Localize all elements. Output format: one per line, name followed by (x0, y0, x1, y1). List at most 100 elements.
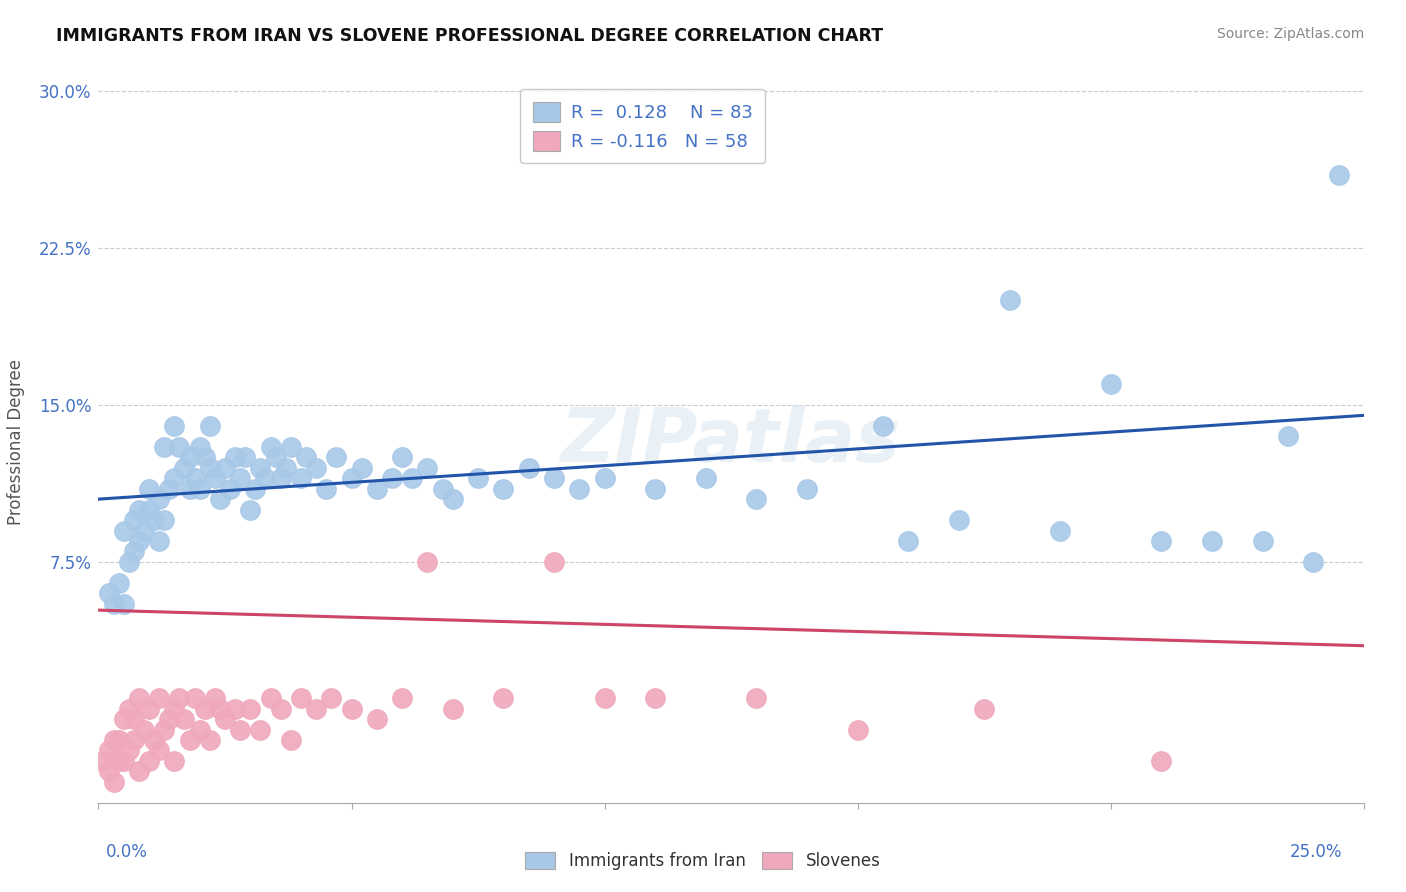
Point (492, 482, 515, 496)
Point (143, 733, 166, 747)
Point (183, 691, 205, 706)
Point (416, 555, 439, 569)
Point (122, 513, 145, 527)
Point (543, 471, 565, 485)
Point (340, 471, 363, 485)
Point (169, 440, 191, 454)
Point (391, 691, 413, 706)
Point (97, 586, 120, 600)
Point (796, 482, 818, 496)
Point (153, 513, 176, 527)
Point (188, 482, 211, 496)
Point (593, 471, 616, 485)
Point (315, 482, 337, 496)
Text: IMMIGRANTS FROM IRAN VS SLOVENE PROFESSIONAL DEGREE CORRELATION CHART: IMMIGRANTS FROM IRAN VS SLOVENE PROFESSI… (56, 27, 883, 45)
Point (179, 733, 201, 747)
Point (270, 701, 292, 715)
Point (97, 743, 120, 757)
Point (198, 733, 221, 747)
Point (249, 460, 271, 475)
Point (224, 450, 246, 465)
Point (194, 450, 217, 465)
Point (259, 691, 281, 706)
Point (188, 440, 211, 454)
Point (1150, 754, 1173, 768)
Point (214, 712, 236, 726)
Point (543, 555, 565, 569)
Point (112, 712, 135, 726)
Point (401, 471, 423, 485)
Point (366, 712, 388, 726)
Point (441, 492, 464, 507)
Point (695, 471, 717, 485)
Point (305, 460, 328, 475)
Point (157, 482, 180, 496)
Point (290, 471, 312, 485)
Point (107, 754, 129, 768)
Point (340, 701, 363, 715)
Point (107, 733, 129, 747)
Point (325, 450, 347, 465)
Point (290, 691, 312, 706)
Point (163, 471, 186, 485)
Point (467, 471, 489, 485)
Point (198, 418, 221, 433)
Point (350, 460, 373, 475)
Point (148, 743, 170, 757)
Legend: Immigrants from Iran, Slovenes: Immigrants from Iran, Slovenes (519, 845, 887, 877)
Point (122, 733, 145, 747)
Point (239, 502, 262, 516)
Point (274, 460, 297, 475)
Point (138, 701, 160, 715)
Point (204, 471, 226, 485)
Point (112, 754, 135, 768)
Point (179, 450, 201, 465)
Point (198, 460, 221, 475)
Point (112, 524, 135, 538)
Point (148, 492, 170, 507)
Point (1049, 524, 1071, 538)
Point (143, 513, 166, 527)
Point (188, 723, 211, 737)
Point (245, 482, 267, 496)
Point (745, 492, 768, 507)
Point (103, 733, 125, 747)
Point (264, 450, 287, 465)
Point (112, 597, 135, 611)
Text: 0.0%: 0.0% (105, 843, 148, 861)
Point (157, 712, 180, 726)
Point (1327, 168, 1350, 182)
Point (103, 775, 125, 789)
Point (132, 524, 155, 538)
Point (229, 723, 252, 737)
Point (208, 492, 231, 507)
Point (593, 691, 616, 706)
Point (1251, 534, 1274, 549)
Point (128, 764, 150, 779)
Point (391, 450, 413, 465)
Point (163, 701, 186, 715)
Point (644, 482, 666, 496)
Point (183, 471, 205, 485)
Point (219, 482, 242, 496)
Point (1277, 429, 1299, 443)
Point (973, 701, 995, 715)
Point (381, 471, 404, 485)
Point (118, 555, 141, 569)
Point (517, 460, 540, 475)
Point (97, 764, 120, 779)
Point (239, 701, 262, 715)
Point (128, 691, 150, 706)
Point (153, 723, 176, 737)
Point (173, 712, 195, 726)
Point (107, 575, 129, 590)
Point (872, 418, 894, 433)
Point (204, 691, 226, 706)
Point (138, 754, 160, 768)
Point (122, 544, 145, 558)
Point (745, 691, 768, 706)
Point (366, 482, 388, 496)
Point (194, 701, 217, 715)
Point (416, 460, 439, 475)
Point (254, 471, 277, 485)
